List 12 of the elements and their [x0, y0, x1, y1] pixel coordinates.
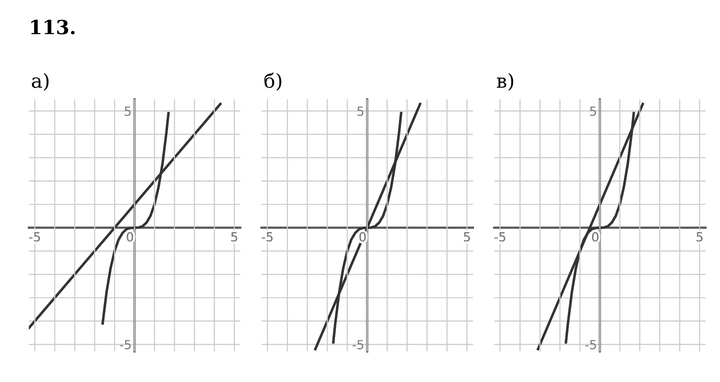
x-tick-label: -5 — [29, 232, 40, 242]
x-tick-label: -5 — [262, 232, 273, 242]
x-tick-label: 5 — [464, 232, 470, 242]
x-tick-label: 0 — [126, 232, 134, 242]
x-tick-label: 5 — [696, 232, 702, 242]
text: 113. — [31, 20, 75, 34]
chart-title: а) — [32, 72, 49, 91]
chart-title: в) — [496, 72, 514, 91]
x-tick-label: 5 — [231, 232, 238, 242]
x-tick-label: 0 — [592, 232, 598, 242]
x-tick-label: -5 — [494, 232, 506, 242]
chart-title: б) — [264, 72, 282, 91]
